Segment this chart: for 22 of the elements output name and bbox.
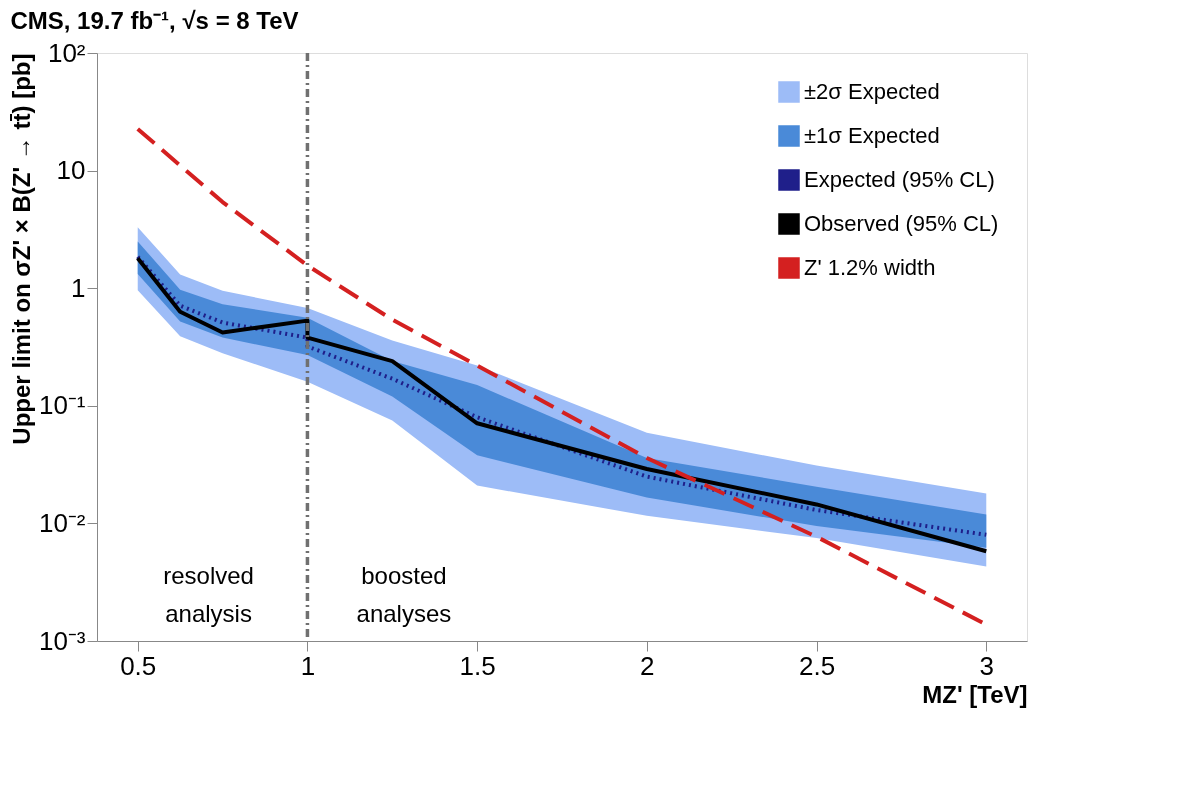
- annotation: boosted analyses: [356, 561, 452, 627]
- legend-label: Observed (95% CL): [804, 211, 999, 236]
- annotation: resolved analysis: [163, 561, 254, 627]
- x-tick-label: 1: [300, 650, 316, 681]
- x-tick-label: 3: [979, 650, 994, 681]
- y-axis-title: Upper limit on σZ' × B(Z' → tt̄) [pb]: [7, 53, 35, 445]
- x-tick-label: 2: [640, 650, 655, 681]
- y-tick-label: 10⁻²: [38, 507, 86, 538]
- y-tick-label: 10: [56, 155, 86, 186]
- x-tick-label: 0.5: [120, 650, 157, 681]
- x-axis-title: MZ' [TeV]: [922, 680, 1028, 708]
- legend-label: Expected (95% CL): [804, 167, 995, 192]
- legend-label: ±2σ Expected: [804, 79, 940, 104]
- x-tick-label: 2.5: [798, 650, 836, 681]
- y-tick-label: 10²: [47, 37, 86, 68]
- chart-title: CMS, 19.7 fb⁻¹, √s = 8 TeV: [10, 7, 299, 34]
- y-tick-label: 1: [71, 272, 86, 303]
- y-tick-label: 10⁻¹: [38, 390, 86, 421]
- x-tick-label: 1.5: [459, 650, 496, 681]
- y-tick-label: 10⁻³: [38, 625, 86, 656]
- legend-label: ±1σ Expected: [804, 123, 940, 148]
- legend-label: Z' 1.2% width: [804, 255, 936, 280]
